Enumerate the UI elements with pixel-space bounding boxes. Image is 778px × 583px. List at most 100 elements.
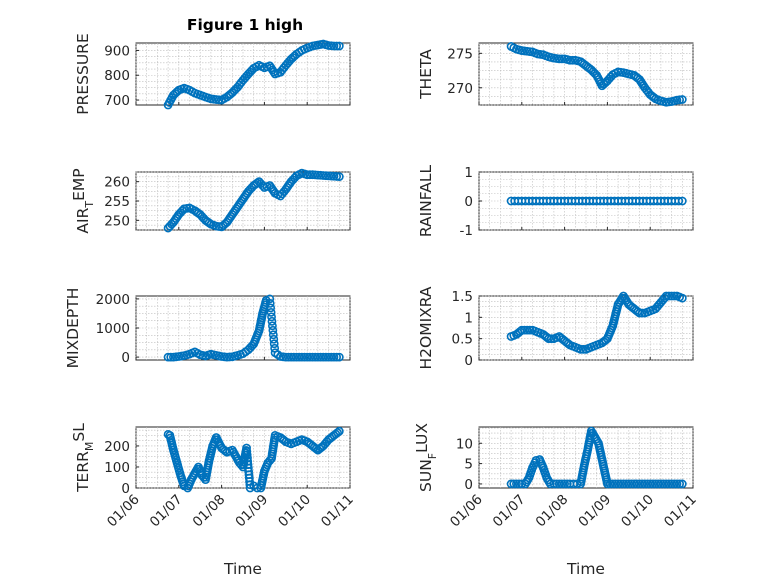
y-axis-label: SUNFLUX [413, 423, 439, 492]
data-point [281, 352, 291, 362]
data-point-interp [321, 352, 331, 362]
data-point-interp [664, 291, 674, 301]
data-point [517, 479, 527, 489]
data-point-interp [284, 352, 293, 362]
data-point [313, 352, 323, 362]
data-point [565, 55, 575, 65]
y-tick-label: 270 [447, 81, 473, 97]
data-point [286, 352, 296, 362]
data-point-interp [637, 308, 647, 318]
data-point [334, 41, 344, 51]
data-point [677, 479, 687, 489]
series-points [506, 196, 687, 206]
data-point [334, 172, 344, 182]
data-point-interp [166, 352, 176, 362]
x-axis-label: Time [566, 560, 605, 578]
data-point [545, 479, 555, 489]
y-tick-label: 1 [464, 310, 473, 326]
y-tick-label: 0 [464, 194, 473, 210]
y-axis-label: AIRTEMP [70, 168, 96, 233]
y-label-tail: LUX [413, 423, 431, 453]
series-points [163, 39, 344, 110]
data-point [629, 479, 639, 489]
data-point [302, 352, 312, 362]
data-point [661, 479, 671, 489]
data-point [554, 54, 564, 64]
data-point [651, 479, 660, 489]
y-tick-label: 0 [121, 350, 130, 366]
data-point [635, 479, 644, 489]
data-point-interp [177, 206, 187, 216]
data-point-interp [305, 170, 315, 180]
data-point-interp [509, 479, 519, 489]
x-tick-label: 01/07 [490, 492, 529, 531]
series-points [506, 291, 687, 354]
data-point-interp [267, 316, 277, 326]
series-points [163, 294, 344, 362]
y-label-tail: EMP [70, 168, 88, 201]
x-tick-label: 01/06 [447, 492, 486, 531]
data-point [329, 41, 339, 51]
data-point [265, 294, 275, 304]
data-point-interp [311, 444, 321, 454]
series-points [506, 426, 687, 489]
data-point [667, 479, 676, 489]
y-label-main: SUN [417, 459, 435, 492]
x-tick-label: 01/09 [575, 492, 614, 531]
y-tick-label: 100 [104, 460, 130, 476]
data-point-interp [649, 93, 659, 102]
data-point-interp [557, 54, 567, 64]
series-points [163, 426, 344, 493]
data-point-interp [520, 325, 529, 335]
x-axis-label: Time [223, 560, 262, 578]
data-point-interp [268, 325, 278, 335]
data-point-interp [267, 312, 276, 322]
subplot-mixdepth: 0 1000 2000 MIXDEPTH [64, 288, 351, 369]
data-point-interp [310, 352, 320, 362]
data-point [163, 352, 173, 362]
data-point-interp [268, 330, 278, 340]
data-point-interp [305, 352, 315, 362]
y-tick-label: 275 [447, 46, 473, 62]
data-point-interp [269, 334, 279, 344]
data-point-interp [294, 352, 304, 362]
y-tick-label: 1 [464, 165, 473, 181]
y-axis-label: MIXDEPTH [64, 288, 82, 369]
grid [478, 43, 694, 106]
data-point-interp [266, 307, 276, 317]
data-point [334, 426, 344, 436]
data-point-interp [643, 479, 652, 489]
data-point-interp [563, 339, 573, 349]
y-tick-label: 260 [104, 175, 130, 191]
data-point-interp [664, 479, 674, 489]
data-point-interp [300, 352, 309, 362]
data-point [506, 479, 516, 489]
y-label-sub: M [83, 442, 96, 452]
data-point-interp [632, 479, 642, 489]
y-axis-label: PRESSURE [74, 33, 92, 115]
data-point [329, 352, 339, 362]
data-point-interp [568, 55, 578, 65]
y-tick-label: 255 [104, 194, 130, 210]
data-point [302, 170, 312, 180]
data-point-interp [333, 428, 342, 438]
data-point-interp [659, 479, 668, 489]
data-point [667, 291, 676, 301]
y-tick-label: 0.5 [452, 332, 473, 348]
data-point [635, 308, 644, 318]
data-point-interp [269, 339, 279, 349]
data-point [677, 196, 687, 206]
data-point [619, 479, 628, 489]
y-label-sub: F [426, 453, 439, 459]
y-tick-label: 10 [456, 436, 473, 452]
data-point [549, 479, 559, 489]
y-label-tail: SL [70, 423, 88, 442]
data-point-interp [289, 352, 299, 362]
data-point-interp [279, 435, 289, 445]
data-point [603, 479, 612, 489]
subplot-theta: 270 275 THETA [417, 42, 694, 107]
x-tick-label: 01/06 [104, 492, 143, 531]
data-point-interp [653, 479, 663, 489]
y-tick-label: 700 [104, 93, 130, 109]
data-point [560, 479, 569, 489]
